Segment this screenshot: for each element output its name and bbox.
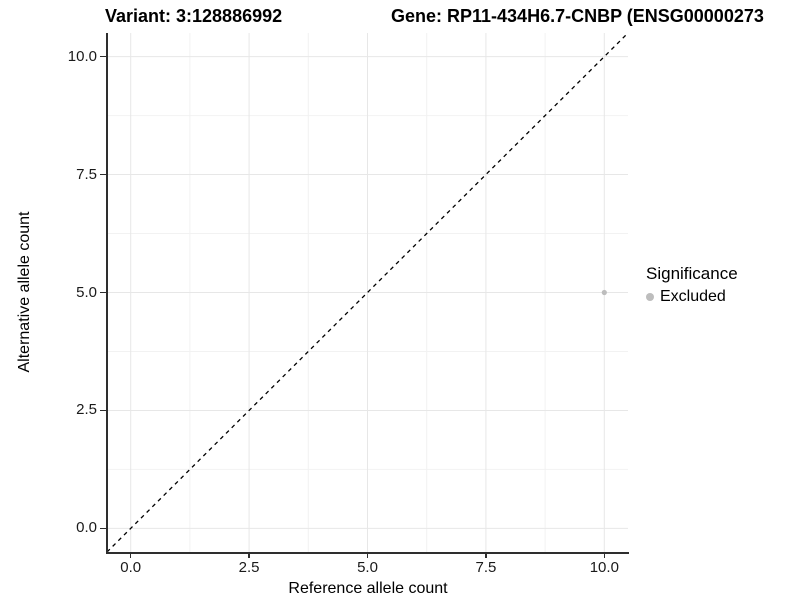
y-tick-mark — [100, 173, 106, 176]
y-tick-mark — [100, 291, 106, 294]
data-point — [601, 289, 607, 296]
y-tick-mark — [100, 527, 106, 530]
x-tick-label: 2.5 — [238, 559, 260, 576]
y-tick-label: 5.0 — [76, 283, 97, 301]
legend-title: Significance — [646, 264, 738, 283]
x-tick-mark — [129, 552, 132, 558]
y-tick-label: 10.0 — [67, 47, 97, 65]
legend-entry-label: Excluded — [660, 288, 726, 305]
legend-entries: Excluded — [646, 288, 738, 306]
y-tick-mark — [100, 55, 106, 58]
x-tick-mark — [603, 552, 606, 558]
scatter-plot — [106, 32, 629, 553]
legend-dot-icon — [646, 293, 654, 301]
x-tick-label: 5.0 — [357, 559, 378, 576]
variant-title: Variant: 3:128886992 — [105, 6, 283, 26]
identity-line — [106, 32, 629, 553]
x-axis-title: Reference allele count — [288, 580, 448, 597]
x-tick-label: 7.5 — [475, 559, 497, 576]
x-tick-mark — [366, 552, 369, 558]
y-tick-label: 2.5 — [76, 401, 97, 419]
legend: Significance Excluded — [646, 264, 738, 306]
legend-entry: Excluded — [646, 288, 738, 306]
y-tick-label: 7.5 — [76, 165, 97, 183]
y-axis-line — [106, 33, 108, 554]
y-tick-label: 0.0 — [76, 519, 97, 537]
x-tick-label: 10.0 — [589, 559, 619, 576]
x-tick-label: 0.0 — [120, 559, 142, 576]
x-tick-mark — [485, 552, 487, 558]
y-tick-mark — [100, 409, 106, 412]
x-tick-mark — [248, 552, 250, 558]
gene-title: Gene: RP11-434H6.7-CNBP (ENSG00000273 — [391, 6, 764, 26]
plot-panel — [106, 32, 629, 553]
y-axis-title: Alternative allele count — [16, 211, 33, 373]
